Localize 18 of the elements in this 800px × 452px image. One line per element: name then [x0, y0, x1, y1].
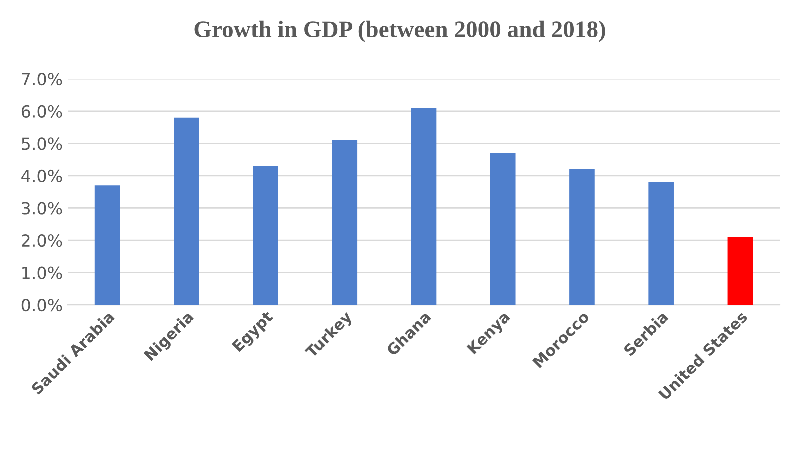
y-tick-label: 4.0%	[22, 170, 62, 183]
y-tick-label: 1.0%	[22, 266, 62, 280]
bar	[648, 182, 674, 306]
y-tick-label: 6.0%	[22, 105, 62, 118]
bar	[411, 108, 437, 306]
bar	[253, 166, 278, 306]
bar	[94, 186, 120, 306]
bar	[174, 118, 200, 306]
y-tick-label: 7.0%	[22, 73, 62, 86]
y-tick-label: 0.0%	[22, 299, 62, 312]
chart-title: Growth in GDP (between 2000 and 2018)	[194, 20, 606, 42]
bar	[490, 153, 516, 306]
bar	[332, 140, 358, 306]
bar	[570, 170, 595, 306]
y-tick-label: 3.0%	[22, 202, 62, 215]
y-tick-label: 5.0%	[22, 138, 62, 150]
y-tick-label: 2.0%	[22, 234, 62, 248]
bar	[728, 237, 754, 306]
